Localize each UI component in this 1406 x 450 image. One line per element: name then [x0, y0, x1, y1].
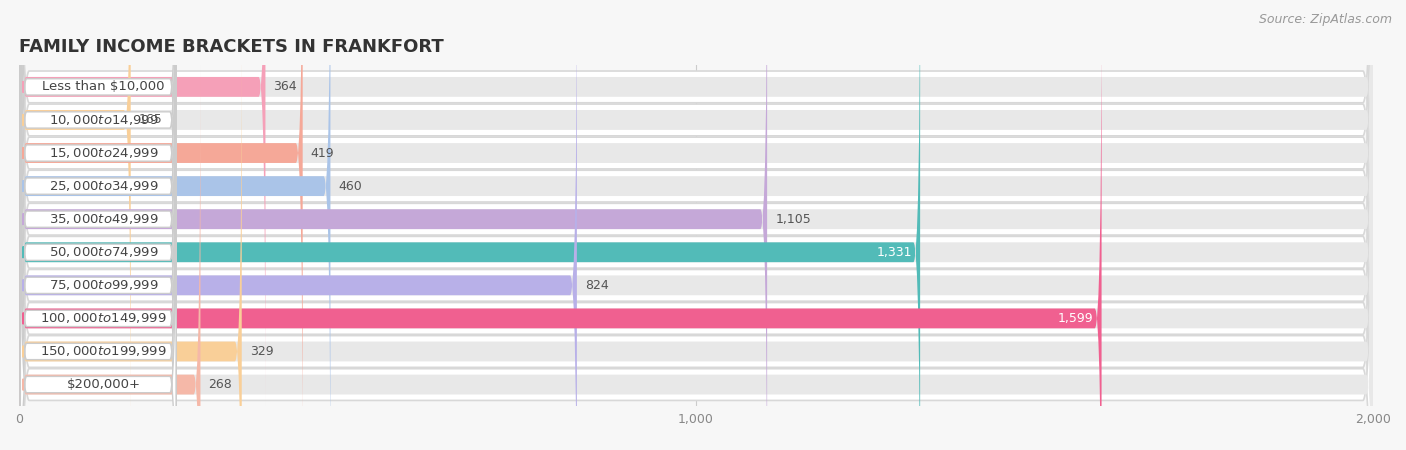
Text: 165: 165: [139, 113, 163, 126]
Text: Source: ZipAtlas.com: Source: ZipAtlas.com: [1258, 14, 1392, 27]
FancyBboxPatch shape: [20, 0, 131, 441]
FancyBboxPatch shape: [20, 0, 176, 376]
FancyBboxPatch shape: [20, 0, 176, 450]
FancyBboxPatch shape: [20, 0, 330, 450]
FancyBboxPatch shape: [20, 0, 1374, 450]
FancyBboxPatch shape: [20, 0, 1374, 450]
FancyBboxPatch shape: [20, 0, 176, 450]
FancyBboxPatch shape: [20, 31, 242, 450]
FancyBboxPatch shape: [20, 0, 920, 450]
Text: $150,000 to $199,999: $150,000 to $199,999: [41, 345, 167, 359]
FancyBboxPatch shape: [20, 0, 768, 450]
FancyBboxPatch shape: [20, 0, 1374, 450]
FancyBboxPatch shape: [20, 0, 1374, 450]
Text: 460: 460: [339, 180, 363, 193]
FancyBboxPatch shape: [20, 0, 1374, 450]
FancyBboxPatch shape: [20, 0, 1374, 450]
FancyBboxPatch shape: [20, 0, 266, 408]
Text: $10,000 to $14,999: $10,000 to $14,999: [49, 113, 159, 127]
FancyBboxPatch shape: [20, 64, 201, 450]
FancyBboxPatch shape: [20, 0, 1374, 450]
FancyBboxPatch shape: [20, 0, 1374, 450]
FancyBboxPatch shape: [20, 64, 1374, 450]
Text: 1,331: 1,331: [876, 246, 912, 259]
Text: 419: 419: [311, 147, 335, 160]
Text: $50,000 to $74,999: $50,000 to $74,999: [49, 245, 159, 259]
FancyBboxPatch shape: [20, 31, 1374, 450]
Text: 268: 268: [208, 378, 232, 391]
Text: 329: 329: [250, 345, 274, 358]
FancyBboxPatch shape: [20, 0, 1374, 408]
Text: $75,000 to $99,999: $75,000 to $99,999: [49, 279, 159, 292]
FancyBboxPatch shape: [20, 62, 176, 450]
Text: Less than $10,000: Less than $10,000: [42, 81, 165, 94]
FancyBboxPatch shape: [20, 0, 1374, 450]
FancyBboxPatch shape: [20, 0, 1101, 450]
FancyBboxPatch shape: [20, 0, 1374, 450]
Text: $35,000 to $49,999: $35,000 to $49,999: [49, 212, 159, 226]
Text: $25,000 to $34,999: $25,000 to $34,999: [49, 179, 159, 193]
Text: 824: 824: [585, 279, 609, 292]
Text: 1,105: 1,105: [775, 213, 811, 226]
FancyBboxPatch shape: [20, 0, 1374, 441]
FancyBboxPatch shape: [20, 0, 302, 450]
FancyBboxPatch shape: [20, 0, 1374, 450]
FancyBboxPatch shape: [20, 0, 176, 450]
FancyBboxPatch shape: [20, 0, 1374, 450]
FancyBboxPatch shape: [20, 0, 1374, 450]
Text: $100,000 to $149,999: $100,000 to $149,999: [41, 311, 167, 325]
FancyBboxPatch shape: [20, 0, 1374, 450]
FancyBboxPatch shape: [20, 0, 176, 410]
FancyBboxPatch shape: [20, 0, 176, 442]
FancyBboxPatch shape: [20, 0, 1374, 450]
Text: 1,599: 1,599: [1057, 312, 1094, 325]
Text: FAMILY INCOME BRACKETS IN FRANKFORT: FAMILY INCOME BRACKETS IN FRANKFORT: [20, 37, 444, 55]
Text: $200,000+: $200,000+: [66, 378, 141, 391]
Text: $15,000 to $24,999: $15,000 to $24,999: [49, 146, 159, 160]
FancyBboxPatch shape: [20, 29, 176, 450]
FancyBboxPatch shape: [20, 95, 176, 450]
Text: 364: 364: [274, 81, 297, 94]
FancyBboxPatch shape: [20, 0, 1374, 450]
FancyBboxPatch shape: [20, 0, 576, 450]
FancyBboxPatch shape: [20, 0, 176, 450]
